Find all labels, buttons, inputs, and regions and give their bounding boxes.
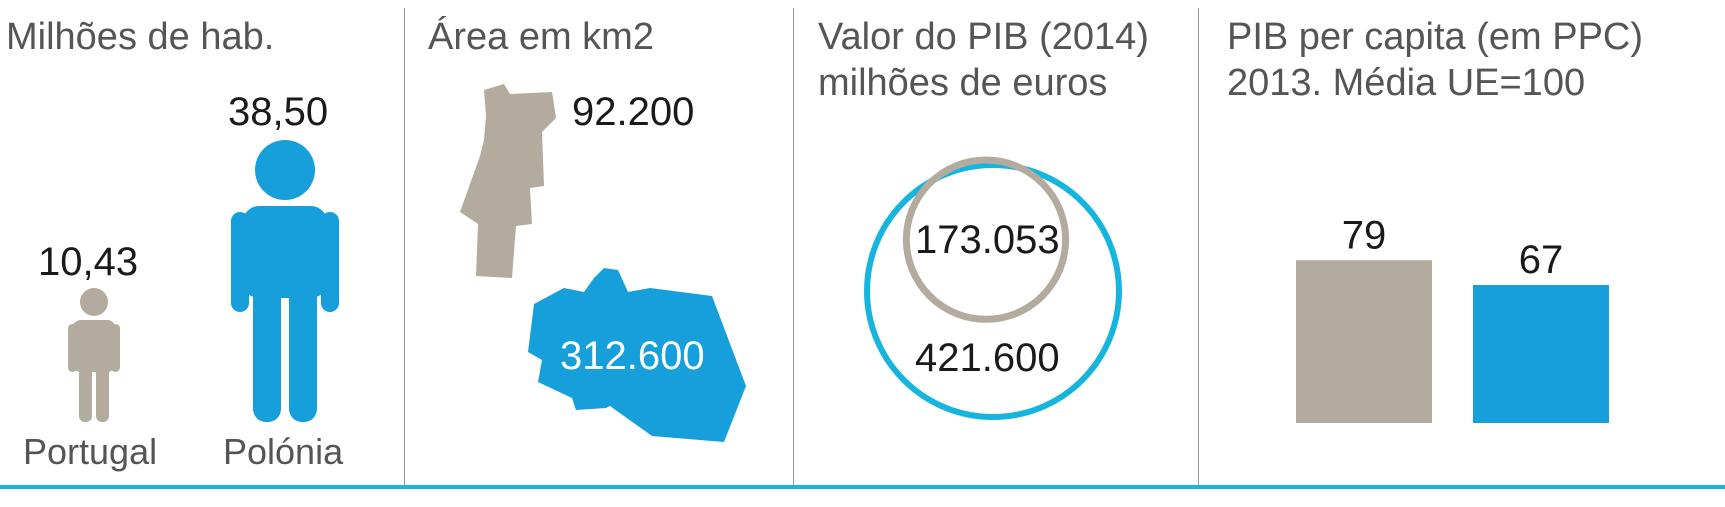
gdp-pc-title-line2: 2013. Média UE=100 bbox=[1227, 62, 1586, 104]
portugal-person-icon bbox=[68, 288, 120, 422]
polonia-label: Polónia bbox=[223, 431, 344, 472]
gdp-pc-bar-chart: 79 67 bbox=[1296, 213, 1609, 423]
polonia-gdp-pc-value: 67 bbox=[1519, 238, 1564, 282]
polonia-gdp-circle bbox=[864, 162, 1122, 420]
polonia-gdp-pc-bar bbox=[1473, 284, 1609, 423]
portugal-map-icon bbox=[460, 84, 556, 278]
area-title: Área em km2 bbox=[428, 16, 654, 58]
portugal-label: Portugal bbox=[23, 431, 158, 472]
gdp-circles bbox=[864, 156, 1122, 420]
portugal-gdp-pc-value: 79 bbox=[1342, 213, 1387, 257]
polonia-area-value: 312.600 bbox=[560, 334, 705, 378]
polonia-map-icon bbox=[528, 268, 746, 442]
portugal-gdp-value: 173.053 bbox=[915, 218, 1060, 262]
gdp-pc-title-line1: PIB per capita (em PPC) bbox=[1227, 16, 1644, 58]
portugal-gdp-pc-bar bbox=[1296, 260, 1432, 423]
divider-2 bbox=[793, 8, 794, 485]
population-title: Milhões de hab. bbox=[6, 16, 275, 58]
portugal-area-value: 92.200 bbox=[572, 90, 695, 134]
bottom-rule bbox=[0, 485, 1725, 489]
portugal-population-value: 10,43 bbox=[38, 240, 139, 284]
polonia-population-value: 38,50 bbox=[228, 90, 329, 134]
polonia-gdp-value: 421.600 bbox=[915, 336, 1060, 380]
divider-1 bbox=[404, 8, 405, 485]
polonia-person-icon bbox=[231, 140, 339, 422]
portugal-gdp-circle bbox=[902, 156, 1070, 323]
gdp-title-line1: Valor do PIB (2014) bbox=[818, 16, 1149, 58]
gdp-title-line2: milhões de euros bbox=[818, 62, 1108, 104]
divider-3 bbox=[1198, 8, 1199, 485]
